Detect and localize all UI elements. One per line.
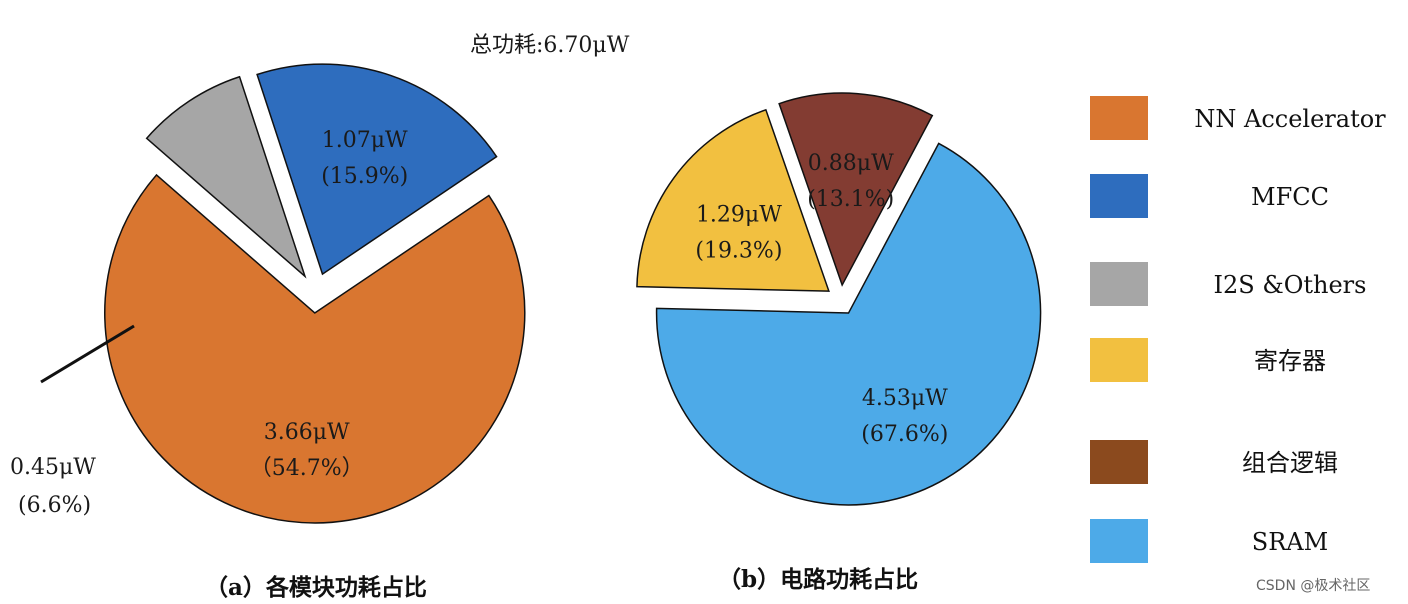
legend-label-nn-accelerator: NN Accelerator	[1194, 105, 1386, 133]
legend-swatch-mfcc	[1090, 174, 1148, 218]
pie-chart-b: 4.53μW (67.6%) 1.29μW (19.3%) 0.88μW (13.1%)	[636, 92, 1042, 506]
pie-b-slice-寄存器	[636, 108, 830, 292]
pie-chart-a: 3.66μW （54.7%） 1.07μW (15.9%)	[104, 63, 526, 524]
total-power-label: 总功耗:6.70μW	[470, 33, 630, 58]
pie-b-caption: （b）电路功耗占比	[718, 566, 918, 593]
legend-label-寄存器: 寄存器	[1254, 347, 1326, 375]
pie-a-mfcc-percent-label: (15.9%)	[321, 164, 408, 189]
pie-a-slice-nn-accelerator	[104, 173, 526, 524]
i2s-leader-line	[40, 324, 135, 384]
legend-swatch-组合逻辑	[1090, 440, 1148, 484]
pie-a-i2s-value-label: 0.45μW	[10, 455, 96, 480]
pie-a-caption: （a）各模块功耗占比	[205, 574, 427, 601]
pie-a-nn-accelerator-percent-label: （54.7%）	[250, 456, 364, 481]
pie-b-sram-value-label: 4.53μW	[862, 386, 948, 411]
pie-a-i2s-percent-label: (6.6%)	[18, 493, 91, 518]
legend-swatch-i2s-others	[1090, 262, 1148, 306]
pie-a-slice-i2s-others	[145, 75, 307, 279]
pie-a-slice-mfcc	[256, 63, 498, 276]
pie-b-寄存器-value-label: 1.29μW	[696, 203, 782, 228]
legend-label-mfcc: MFCC	[1251, 183, 1329, 211]
pie-a-mfcc-value-label: 1.07μW	[322, 128, 408, 153]
legend-swatch-寄存器	[1090, 338, 1148, 382]
pie-b-slice-sram	[655, 142, 1042, 506]
legend-label-i2s-others: I2S &Others	[1214, 271, 1367, 299]
legend-swatch-nn-accelerator	[1090, 96, 1148, 140]
pie-b-寄存器-percent-label: (19.3%)	[695, 239, 782, 264]
legend-swatch-sram	[1090, 519, 1148, 563]
pie-b-sram-percent-label: (67.6%)	[861, 422, 948, 447]
legend-label-sram: SRAM	[1252, 528, 1328, 556]
pie-a-nn-accelerator-value-label: 3.66μW	[264, 420, 350, 445]
pie-b-slice-组合逻辑	[778, 92, 934, 287]
legend-label-组合逻辑: 组合逻辑	[1242, 449, 1338, 477]
pie-b-组合逻辑-value-label: 0.88μW	[808, 151, 894, 176]
pie-b-组合逻辑-percent-label: (13.1%)	[807, 187, 894, 212]
watermark: CSDN @极术社区	[1256, 578, 1370, 594]
